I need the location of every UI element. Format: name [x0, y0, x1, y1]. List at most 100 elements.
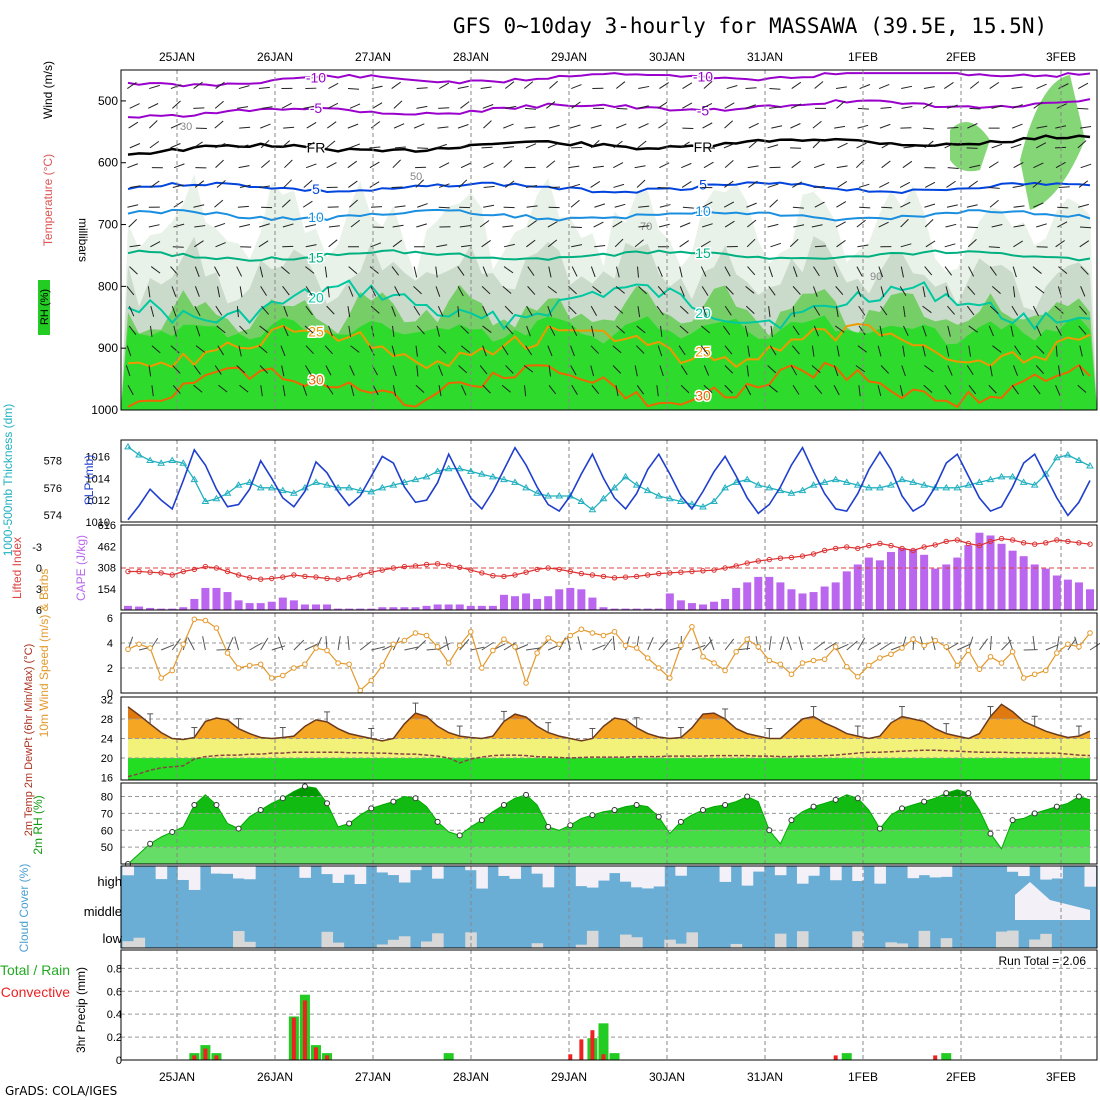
- wind-barb: [416, 365, 419, 377]
- cape-bar: [256, 603, 265, 610]
- thickness-marker: [312, 478, 320, 485]
- wind-barb-10m: [946, 642, 959, 651]
- lifted-index-marker: [755, 558, 761, 564]
- lifted-index-marker: [877, 540, 883, 547]
- thickness-marker: [942, 483, 951, 491]
- wind-barb: [969, 107, 981, 110]
- cape-bar: [975, 532, 984, 610]
- wind-barb: [836, 201, 847, 208]
- wind-barb: [614, 238, 624, 248]
- wind-barb: [1078, 325, 1087, 335]
- wind-barb-10m: [1045, 644, 1059, 651]
- wind-barb: [636, 266, 640, 278]
- wind-barb: [391, 345, 396, 357]
- wind-barb: [437, 305, 444, 317]
- lifted-index-marker: [667, 570, 673, 576]
- wind-barb: [879, 123, 891, 129]
- thickness-marker: [665, 494, 674, 502]
- cape-bar: [743, 582, 752, 610]
- cape-bar: [909, 549, 918, 610]
- wind-speed-marker: [191, 616, 198, 623]
- rh-marker: [434, 818, 441, 825]
- temperature-contour-label: 15: [695, 245, 711, 261]
- wind-barb: [726, 85, 738, 90]
- thickness-marker: [898, 475, 906, 483]
- thickness-marker: [721, 483, 729, 491]
- wind-barb: [1033, 101, 1043, 109]
- wind-barb: [880, 305, 888, 316]
- wind-barb-10m: [293, 639, 305, 651]
- temperature-contour-label: 5: [699, 177, 707, 193]
- rh-axis-label: RH (%): [39, 289, 51, 325]
- temperature-contour-label: 20: [308, 290, 324, 306]
- wind-barb: [306, 121, 317, 129]
- lifted-index-marker: [379, 567, 386, 573]
- thickness-tick-label: 574: [44, 510, 62, 522]
- wind-barb: [679, 286, 685, 297]
- cape-bar: [798, 593, 807, 610]
- cape-bar: [698, 604, 707, 610]
- high-cloud-gap: [741, 866, 754, 886]
- low-cloud-gap: [332, 942, 345, 948]
- wind-barb: [480, 86, 492, 90]
- thickness-marker: [378, 483, 387, 491]
- low-cloud-gap: [376, 944, 389, 948]
- wind-barb-10m: [277, 636, 284, 651]
- rh-marker: [943, 790, 950, 797]
- cape-bar: [997, 543, 1006, 610]
- rh-marker: [677, 818, 684, 825]
- lifted-index-marker: [224, 568, 231, 575]
- high-cloud-gap: [409, 866, 422, 871]
- rh-marker: [699, 807, 706, 813]
- wind-barb: [682, 82, 693, 89]
- total-precip-bar: [443, 1053, 454, 1060]
- rh-marker: [324, 800, 331, 807]
- convective-precip-bar: [291, 1017, 296, 1060]
- cape-bar: [886, 552, 895, 610]
- temperature-line: [127, 703, 1091, 742]
- total-precip-bar: [598, 1023, 609, 1060]
- wind-barb: [681, 162, 692, 169]
- cape-bar: [1074, 582, 1083, 610]
- lifted-index-marker: [744, 560, 750, 566]
- wind-barb: [150, 180, 160, 188]
- wind-barb-10m: [227, 636, 234, 651]
- wind-barb: [656, 305, 664, 316]
- cape-bar: [1008, 550, 1017, 610]
- wind-barb: [438, 365, 444, 376]
- wind-barb: [415, 384, 425, 394]
- convective-precip-bar: [568, 1054, 573, 1060]
- wind-barb: [172, 184, 184, 188]
- wind-barb: [812, 139, 822, 149]
- rh-band: [128, 786, 1090, 797]
- wind-barb: [856, 266, 863, 277]
- wind-barb-10m: [325, 636, 328, 651]
- wind-barb: [436, 325, 440, 337]
- wind-barb-10m: [857, 637, 866, 651]
- thickness-marker: [489, 472, 497, 480]
- low-cloud-gap: [321, 931, 334, 948]
- rh-marker: [788, 817, 795, 824]
- low-cloud-gap: [1007, 930, 1019, 948]
- wind-barb: [747, 219, 757, 228]
- wind-barb: [969, 164, 981, 169]
- wind-barb: [457, 266, 465, 276]
- wind-barb: [638, 85, 650, 90]
- wind-barb: [328, 82, 339, 89]
- cape-bar: [433, 604, 442, 610]
- wind-barb: [305, 244, 317, 248]
- temp-band: [128, 704, 1090, 719]
- wind-barb: [746, 202, 757, 208]
- convective-precip-bar: [203, 1048, 208, 1060]
- thickness-marker: [688, 500, 696, 507]
- wind-barb: [547, 285, 557, 294]
- cape-bar: [345, 608, 354, 610]
- slp-tick-label: 1014: [86, 473, 110, 485]
- wind-barb: [770, 325, 773, 337]
- wind-barb: [483, 185, 495, 188]
- wind-barb: [700, 345, 709, 355]
- wind-barb: [195, 345, 206, 353]
- thickness-marker: [256, 483, 265, 491]
- wind-barb: [324, 266, 328, 278]
- date-label-top: 25JAN: [159, 50, 195, 64]
